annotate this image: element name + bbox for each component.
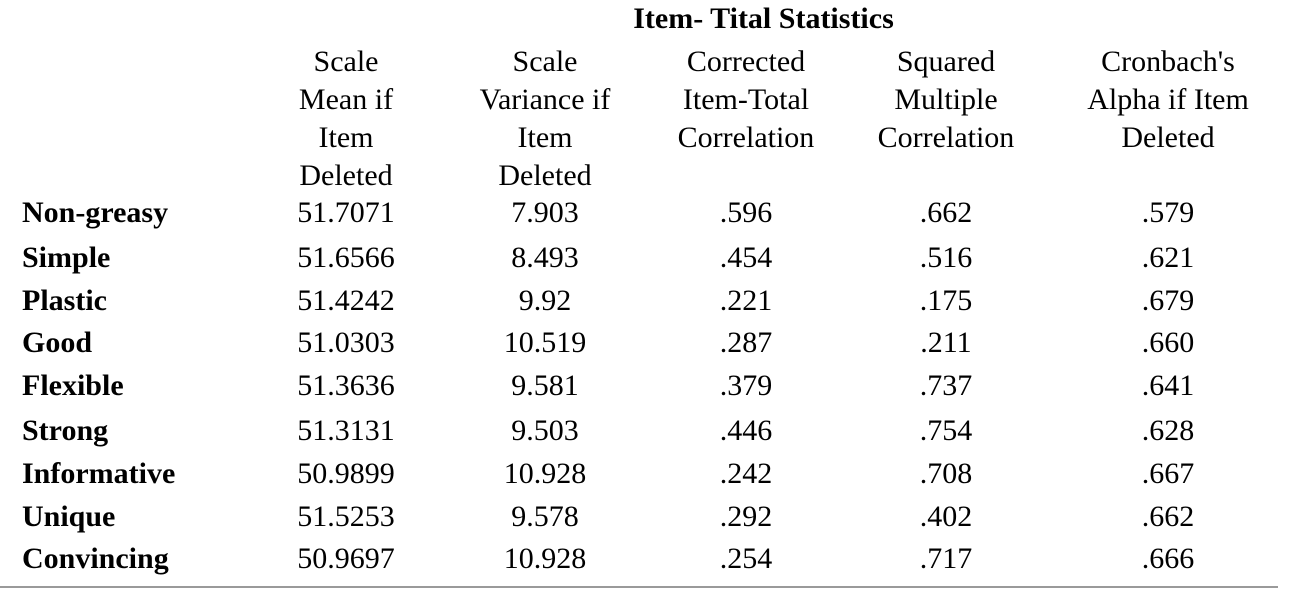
table-cell-squared-multiple-correlation: .175 [919,284,973,317]
table-cell-cronbachs-alpha-if-item-deleted: .641 [1141,369,1195,402]
column-header-line: Squared [896,45,996,78]
column-header-line: Deleted [498,159,592,192]
column-header-scale-variance-if-item-deleted: Scale Variance if Item Deleted [445,43,645,195]
table-cell-cronbachs-alpha-if-item-deleted: .579 [1141,196,1195,229]
table-cell-corrected-item-total-correlation: .242 [719,457,773,490]
table-cell-cronbachs-alpha-if-item-deleted: .679 [1141,284,1195,317]
table-cell-corrected-item-total-correlation: .379 [719,369,773,402]
column-header-cronbachs-alpha-if-item-deleted: Cronbach's Alpha if Item Deleted [1053,43,1283,157]
row-label: Flexible [22,369,124,402]
column-header-line: Item [318,121,374,154]
table-title: Item- Tital Statistics [633,2,894,35]
table-cell-squared-multiple-correlation: .737 [919,369,973,402]
table-cell-corrected-item-total-correlation: .454 [719,241,773,274]
column-header-line: Scale [512,45,578,78]
table-cell-squared-multiple-correlation: .211 [920,326,972,359]
table-cell-scale-variance-if-item-deleted: 8.493 [511,241,579,274]
column-header-line: Multiple [894,83,998,116]
column-header-scale-mean-if-item-deleted: Scale Mean if Item Deleted [251,43,441,195]
table-cell-corrected-item-total-correlation: .596 [719,196,773,229]
table-cell-scale-variance-if-item-deleted: 9.92 [518,284,572,317]
table-cell-cronbachs-alpha-if-item-deleted: .628 [1141,414,1195,447]
column-header-line: Cronbach's [1101,45,1235,78]
table-cell-squared-multiple-correlation: .516 [919,241,973,274]
table-cell-corrected-item-total-correlation: .221 [719,284,773,317]
table-cell-squared-multiple-correlation: .717 [919,542,973,575]
table-cell-scale-mean-if-item-deleted: 51.0303 [297,326,395,359]
table-cell-corrected-item-total-correlation: .292 [719,500,773,533]
table-cell-scale-mean-if-item-deleted: 51.7071 [297,196,395,229]
table-cell-cronbachs-alpha-if-item-deleted: .667 [1141,457,1195,490]
column-header-line: Scale [313,45,379,78]
row-label: Strong [22,414,109,447]
column-header-line: Variance if [479,83,611,116]
table-cell-scale-mean-if-item-deleted: 51.3131 [297,414,395,447]
column-header-line: Deleted [1121,121,1215,154]
table-cell-scale-variance-if-item-deleted: 9.503 [511,414,579,447]
table-cell-scale-mean-if-item-deleted: 51.5253 [297,500,395,533]
bottom-rule [0,586,1278,588]
table-cell-squared-multiple-correlation: .708 [919,457,973,490]
table-cell-squared-multiple-correlation: .754 [919,414,973,447]
row-label: Good [22,326,93,359]
row-label: Informative [22,457,176,490]
table-cell-squared-multiple-correlation: .402 [919,500,973,533]
table-cell-cronbachs-alpha-if-item-deleted: .662 [1141,500,1195,533]
table-cell-corrected-item-total-correlation: .254 [719,542,773,575]
column-header-line: Item [517,121,573,154]
column-header-line: Alpha if Item [1087,83,1249,116]
column-header-line: Correlation [677,121,815,154]
table-cell-scale-variance-if-item-deleted: 10.519 [503,326,587,359]
column-header-line: Mean if [298,83,394,116]
table-cell-cronbachs-alpha-if-item-deleted: .666 [1141,542,1195,575]
table-cell-squared-multiple-correlation: .662 [919,196,973,229]
table-cell-scale-variance-if-item-deleted: 9.578 [511,500,579,533]
row-label: Simple [22,241,111,274]
row-label: Unique [22,500,116,533]
table-cell-scale-variance-if-item-deleted: 7.903 [511,196,579,229]
column-header-line: Correlation [877,121,1015,154]
row-label: Non-greasy [22,196,169,229]
table-cell-scale-mean-if-item-deleted: 51.6566 [297,241,395,274]
table-cell-corrected-item-total-correlation: .287 [719,326,773,359]
table-cell-scale-variance-if-item-deleted: 10.928 [503,542,587,575]
table-cell-cronbachs-alpha-if-item-deleted: .621 [1141,241,1195,274]
table-cell-scale-mean-if-item-deleted: 51.4242 [297,284,395,317]
column-header-squared-multiple-correlation: Squared Multiple Correlation [846,43,1046,157]
row-label: Convincing [22,542,169,575]
table-cell-scale-mean-if-item-deleted: 51.3636 [297,369,395,402]
table-cell-scale-variance-if-item-deleted: 9.581 [511,369,579,402]
row-label: Plastic [22,284,107,317]
table-cell-corrected-item-total-correlation: .446 [719,414,773,447]
table-cell-scale-mean-if-item-deleted: 50.9697 [297,542,395,575]
table-cell-scale-mean-if-item-deleted: 50.9899 [297,457,395,490]
column-header-line: Corrected [686,45,806,78]
table-cell-cronbachs-alpha-if-item-deleted: .660 [1141,326,1195,359]
column-header-line: Item-Total [682,83,810,116]
column-header-corrected-item-total-correlation: Corrected Item-Total Correlation [646,43,846,157]
table-cell-scale-variance-if-item-deleted: 10.928 [503,457,587,490]
column-header-line: Deleted [299,159,393,192]
